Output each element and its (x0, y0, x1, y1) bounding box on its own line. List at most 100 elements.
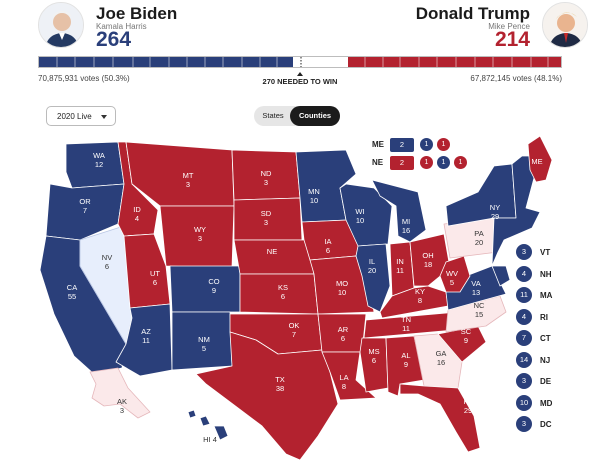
state-AZ (115, 303, 173, 377)
small-state-ev-badge: 4 (516, 265, 532, 282)
small-state-ev-badge: 7 (516, 330, 532, 346)
state-label-TX: TX 38 (275, 375, 285, 393)
state-label-AR: AR 6 (338, 325, 349, 343)
state-label-WA: WA 12 (93, 151, 105, 169)
state-label-CO: CO 9 (208, 277, 219, 295)
toggle-states[interactable]: States (262, 111, 284, 120)
state-label-IN: IN 11 (396, 257, 404, 275)
state-label-AL: AL 9 (401, 351, 410, 369)
state-label-SD: SD 3 (261, 209, 272, 227)
small-state-ev-badge: 10 (516, 394, 532, 411)
state-label-FL: FL 29 (464, 397, 473, 415)
trump-name: Donald Trump (415, 4, 530, 23)
state-MI (371, 179, 427, 243)
us-electoral-map: WA 12 OR 7 CA 55 NV 6 ID 4 MT 3 WY 3 UT 6 CO 9 AZ 11 NM 5 ND 3 S… (39, 136, 553, 461)
small-state-abbr: NH (540, 269, 552, 279)
split-state-label: NE (372, 158, 384, 167)
state-label-MN: MN 10 (308, 187, 320, 205)
state-CO (169, 265, 241, 313)
state-label-UT: UT 6 (150, 269, 160, 287)
small-state-MD[interactable]: 10 MD (516, 394, 576, 411)
district-badge: 1 (420, 138, 433, 151)
state-label-AK: AK 3 (117, 397, 127, 415)
state-label-AZ: AZ 11 (141, 327, 151, 345)
state-KS (239, 273, 319, 315)
split-total-badge: 2 (390, 156, 414, 170)
trump-electoral-votes: 214 (494, 28, 530, 51)
states-counties-toggle[interactable]: States Counties (254, 106, 340, 126)
state-label-LA: LA 8 (339, 373, 348, 391)
state-label-NY: NY 29 (490, 203, 500, 221)
state-OH (409, 233, 451, 287)
state-TX (195, 331, 339, 461)
state-label-OH: OH 18 (422, 251, 433, 269)
small-state-ev-badge: 11 (516, 287, 532, 303)
state-label-TN: TN 11 (401, 315, 411, 333)
state-label-IL: IL 20 (368, 257, 376, 275)
state-label-OK: OK 7 (289, 321, 300, 339)
trump-running-mate: Mike Pence (488, 22, 530, 31)
state-label-IA: IA 6 (324, 237, 331, 255)
state-IL (355, 243, 391, 313)
state-label-CA: CA 55 (67, 283, 77, 301)
small-state-ev-badge: 3 (516, 416, 532, 432)
state-label-SC: SC 9 (461, 327, 472, 345)
small-state-DC[interactable]: 3 DC (516, 416, 576, 432)
small-state-abbr: CT (540, 334, 551, 343)
state-FL (399, 383, 481, 453)
small-state-abbr: VT (540, 248, 551, 257)
district-badge: 1 (437, 138, 450, 151)
state-label-MT: MT 3 (183, 171, 194, 189)
state-label-WY: WY 3 (194, 225, 206, 243)
small-state-ev-badge: 3 (516, 373, 532, 389)
state-label-HI: HI 4 (203, 435, 217, 444)
district-badge: 1 (437, 156, 450, 169)
state-label-PA: PA 20 (474, 229, 483, 247)
toggle-counties[interactable]: Counties (290, 106, 340, 126)
small-state-abbr: MA (540, 291, 553, 300)
small-state-ev-badge: 4 (516, 308, 532, 325)
state-label-NE: NE (267, 247, 277, 256)
state-ME (527, 136, 553, 183)
state-HI (187, 409, 229, 441)
state-label-ME: ME (531, 157, 542, 166)
small-state-RI[interactable]: 4 RI (516, 308, 576, 325)
state-label-NV: NV 6 (102, 253, 112, 271)
state-KY (379, 285, 449, 319)
small-state-abbr: MD (540, 398, 553, 408)
year-select[interactable]: 2020 Live (46, 106, 116, 126)
small-state-abbr: NJ (540, 355, 551, 365)
needed-to-win: 270 NEEDED TO WIN (250, 72, 350, 86)
electoral-progress-bar (38, 56, 562, 68)
small-state-NH[interactable]: 4 NH (516, 265, 576, 282)
state-label-KS: KS 6 (278, 283, 288, 301)
biden-running-mate: Kamala Harris (96, 22, 147, 31)
state-NE-region (491, 155, 541, 287)
biden-popular-vote: 70,875,931 votes (50.3%) (38, 74, 130, 83)
state-label-ID: ID 4 (133, 205, 141, 223)
small-state-CT[interactable]: 7 CT (516, 330, 576, 346)
biden-electoral-votes: 264 (96, 28, 132, 51)
small-state-MA[interactable]: 11 MA (516, 287, 576, 303)
state-label-OR: OR 7 (79, 197, 91, 215)
state-label-MO: MO 10 (336, 279, 348, 297)
small-state-NJ[interactable]: 14 NJ (516, 351, 576, 368)
small-state-ev-badge: 3 (516, 244, 532, 260)
state-AK (89, 367, 151, 419)
trump-avatar (542, 2, 588, 48)
state-label-ND: ND 3 (261, 169, 272, 187)
state-label-WV: WV 5 (446, 269, 458, 287)
chevron-down-icon (101, 115, 107, 119)
state-NE (233, 239, 315, 275)
state-MS (359, 337, 389, 393)
state-label-VA: VA 13 (471, 279, 480, 297)
state-NY (445, 163, 517, 227)
caret-up-icon (297, 72, 303, 76)
biden-name: Joe Biden (96, 4, 178, 23)
small-state-DE[interactable]: 3 DE (516, 373, 576, 389)
small-state-VT[interactable]: 3 VT (516, 244, 576, 260)
district-badge: 1 (454, 156, 467, 169)
split-state-label: ME (372, 140, 384, 149)
state-UT (123, 233, 171, 309)
state-label-MS: MS 6 (368, 347, 379, 365)
